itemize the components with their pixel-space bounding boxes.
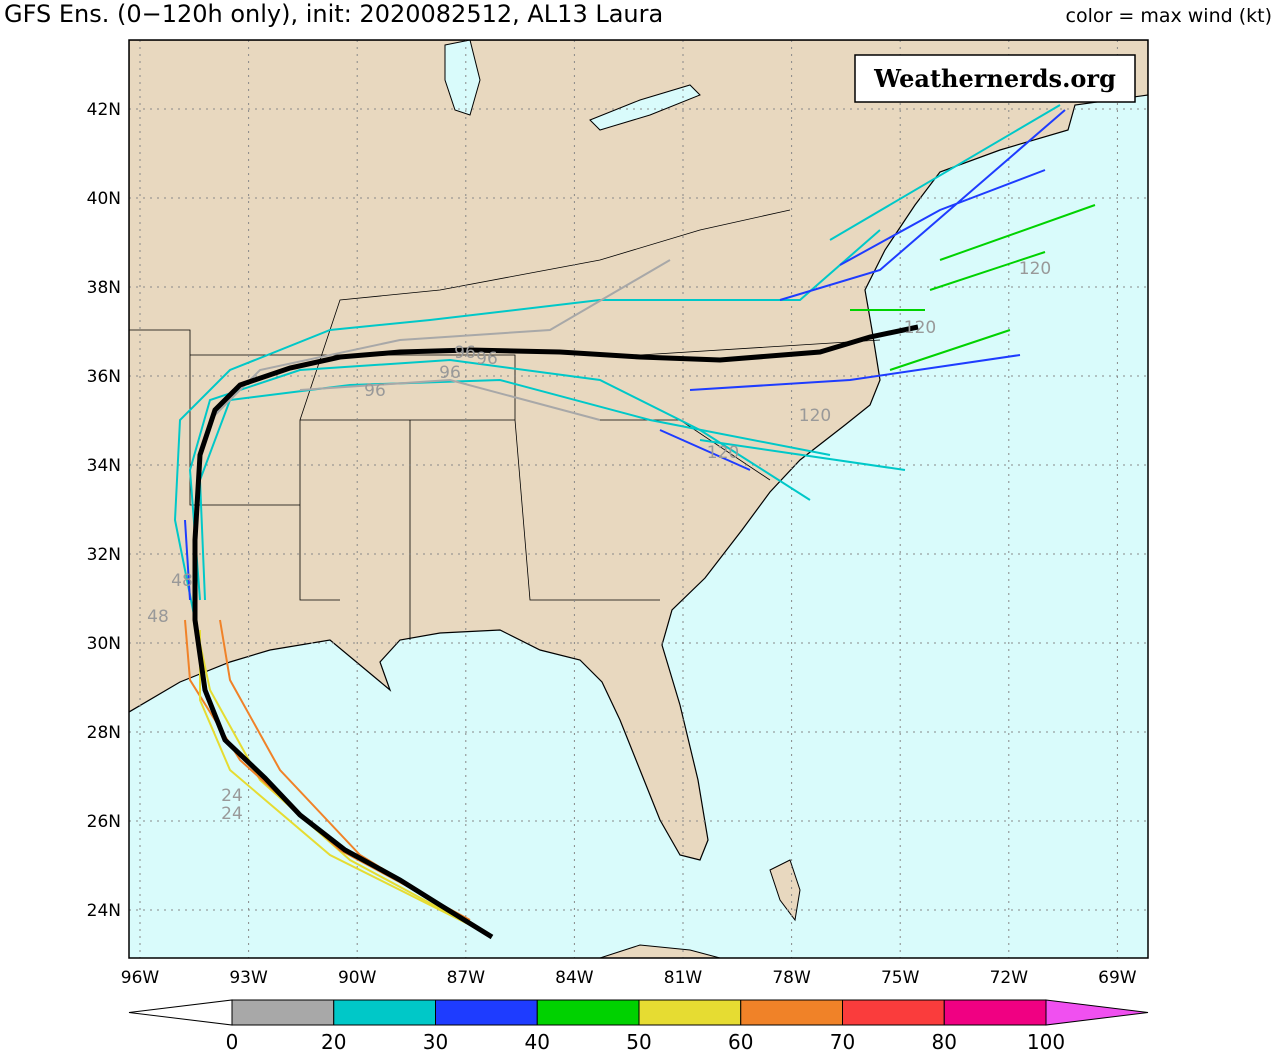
bahamas [769,859,801,922]
lon-label: 87W [447,968,486,988]
map-frame [128,39,1149,959]
lat-label: 28N [87,723,121,743]
lat-label: 24N [87,901,121,921]
colorbar-tick-label: 70 [830,1030,855,1054]
forecast-hour-label: 48 [147,607,169,627]
forecast-hour-label: 120 [904,318,936,338]
colorbar-segment [536,999,640,1026]
state-borders [129,209,881,640]
forecast-hour-label: 96 [476,349,498,369]
forecast-hour-label: 120 [1019,259,1051,279]
colorbar-segment [333,999,436,1026]
graticule [129,40,1148,958]
colorbar-segment [435,999,538,1026]
land [129,40,1148,861]
lon-label: 96W [121,968,160,988]
labels: 96W 93W 90W 87W 84W 81W 78W 75W 72W 69W 42N 40N 38N 3… [87,100,1149,1054]
lake-erie [589,84,701,131]
colorbar-segment [842,999,945,1026]
lat-label: 36N [87,367,121,387]
forecast-hour-label: 24 [221,804,243,824]
lon-label: 84W [555,968,594,988]
lat-label: 26N [87,812,121,832]
map-area [129,40,1148,958]
colorbar-high-end [1045,999,1149,1026]
color-label: color = max wind (kt) [1066,5,1272,27]
colorbar-tick-label: 0 [226,1030,239,1054]
forecast-hour-label: 120 [707,443,739,463]
lat-label: 38N [87,278,121,298]
lat-label: 34N [87,456,121,476]
lon-label: 72W [990,968,1029,988]
colorbar-tick-label: 50 [626,1030,651,1054]
forecast-hour-label: 120 [799,406,831,426]
lon-label: 90W [338,968,377,988]
lon-label: 75W [881,968,920,988]
lat-label: 40N [87,189,121,209]
forecast-hour-label: 96 [439,363,461,383]
lon-label: 81W [664,968,703,988]
lake-michigan [444,40,481,116]
cuba [599,944,721,958]
title: GFS Ens. (0−120h only), init: 2020082512… [4,0,663,28]
lon-label: 93W [229,968,268,988]
watermark-box [854,54,1136,103]
colorbar-segment [231,999,335,1026]
lat-label: 42N [87,100,121,120]
colorbar-segment [638,999,742,1026]
lat-label: 30N [87,634,121,654]
watermark: Weathernerds.org [873,64,1116,93]
colorbar-low-end [128,999,233,1026]
colorbar-tick-label: 20 [321,1030,346,1054]
colorbar-tick-label: 80 [932,1030,957,1054]
lon-label: 69W [1098,968,1137,988]
forecast-hour-label: 24 [221,786,243,806]
colorbar-segment [740,999,843,1026]
forecast-hour-label: 96 [454,343,476,363]
colorbar-segment [943,999,1047,1026]
ensemble-mean-track [192,324,919,940]
colorbar-tick-label: 60 [728,1030,753,1054]
forecast-hour-label: 96 [364,381,386,401]
forecast-hour-label: 48 [171,571,193,591]
lon-label: 78W [772,968,811,988]
colorbar-tick-label: 30 [423,1030,448,1054]
colorbar-tick-label: 100 [1027,1030,1065,1054]
colorbar-tick-label: 40 [525,1030,550,1054]
lat-label: 32N [87,545,121,565]
